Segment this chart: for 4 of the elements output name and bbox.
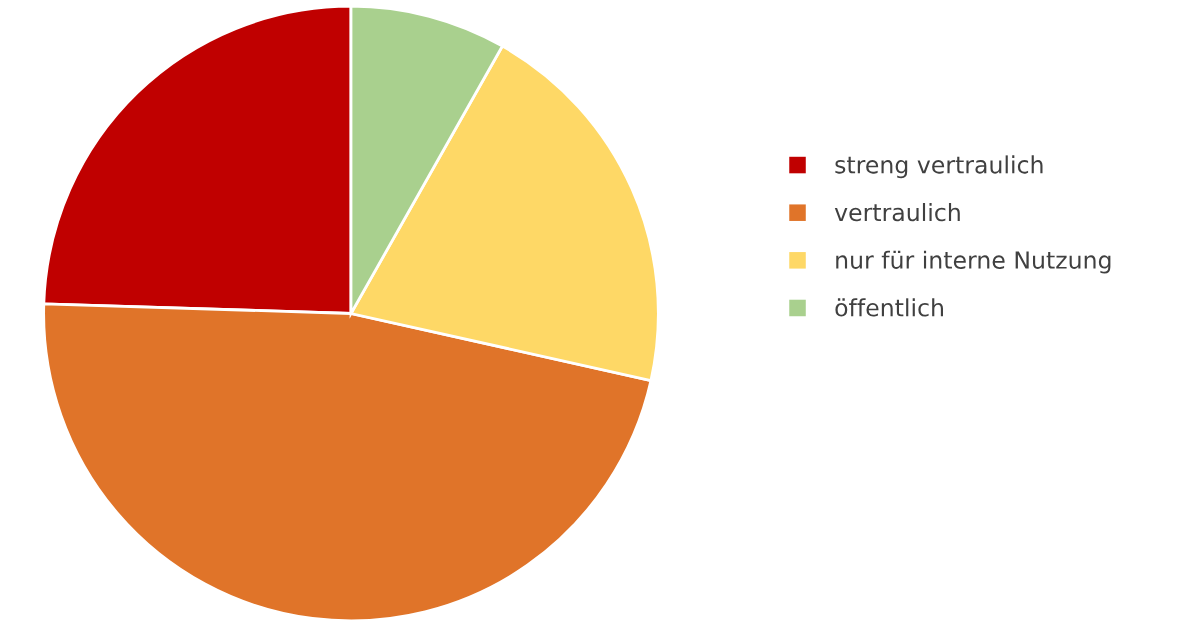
legend-label: nur für interne Nutzung	[836, 250, 1111, 274]
legend-label: öffentlich	[835, 298, 943, 317]
legend-label: vertraulich	[834, 203, 960, 222]
legend-label: streng vertraulich	[835, 155, 1043, 179]
